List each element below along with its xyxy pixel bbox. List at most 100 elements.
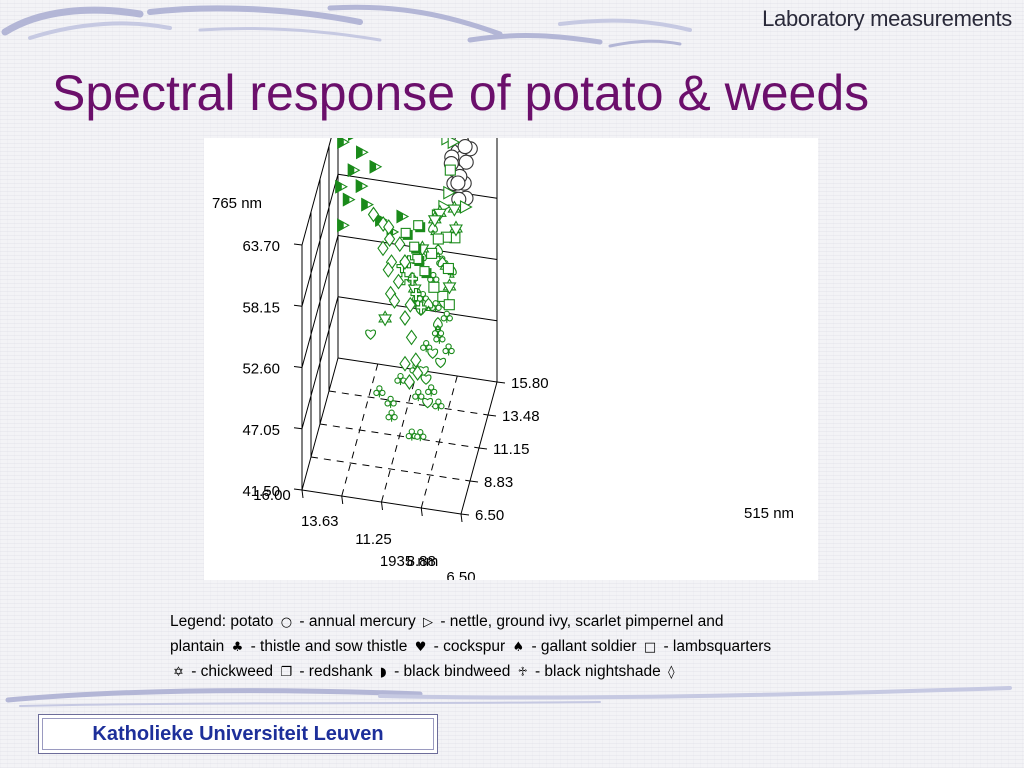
data-point-potato xyxy=(457,139,473,155)
y-tick-label: 13.48 xyxy=(502,408,540,425)
legend-text: - lambsquarters xyxy=(663,638,772,655)
legend-text: - cockspur xyxy=(433,638,506,655)
data-point-annual-mercury xyxy=(459,200,473,214)
y-axis-tick xyxy=(478,447,488,450)
data-point-black-nightshade xyxy=(399,355,411,372)
data-point-black-nightshade xyxy=(399,254,411,270)
legend-text: plantain xyxy=(170,638,225,655)
data-point-nettle-ground xyxy=(384,395,397,408)
y-tick-label: 6.50 xyxy=(475,507,504,524)
z-tick-label: 58.15 xyxy=(242,299,280,316)
cross-marker-icon: ♱ xyxy=(517,665,528,680)
footer-box: Katholieke Universiteit Leuven xyxy=(38,714,438,754)
data-point-redshank xyxy=(361,197,374,212)
data-point-nettle-ground xyxy=(425,384,438,397)
x-tick-label: 6.50 xyxy=(446,569,475,580)
x-axis-tick xyxy=(460,513,463,523)
data-point-annual-mercury xyxy=(447,138,461,150)
x-axis-label: 1935 nm xyxy=(380,553,438,570)
legend-text: - nettle, ground ivy, scarlet pimpernel … xyxy=(440,613,724,630)
data-point-black-bindweed xyxy=(410,288,422,302)
z-axis-tick xyxy=(293,304,303,307)
data-point-black-nightshade xyxy=(394,236,406,253)
data-point-gallant-soldier xyxy=(443,299,455,311)
club-marker-icon: ♣ xyxy=(231,640,244,655)
data-point-lambsquarters xyxy=(449,220,463,237)
data-point-lambsquarters xyxy=(378,310,393,327)
legend-line-3: ✡ - chickweed ❐ - redshank ◗ - black bin… xyxy=(170,660,930,685)
data-point-annual-mercury xyxy=(443,185,456,200)
data-point-redshank xyxy=(337,138,350,150)
data-point-black-nightshade xyxy=(411,365,424,381)
data-point-lambsquarters xyxy=(427,211,442,228)
data-point-nettle-ground xyxy=(385,409,398,422)
data-point-gallant-soldier xyxy=(432,233,444,245)
data-point-black-nightshade xyxy=(410,352,422,369)
z-axis-tick xyxy=(293,243,303,246)
floor-gridline xyxy=(420,375,458,509)
z-tick-label: 47.05 xyxy=(242,422,280,439)
data-point-gallant-soldier xyxy=(437,290,449,302)
data-point-redshank xyxy=(335,179,348,194)
star-marker-icon: ✡ xyxy=(173,665,184,680)
data-point-chickweed xyxy=(419,266,432,279)
data-point-potato xyxy=(450,175,466,191)
legend-text: - chickweed xyxy=(191,663,274,680)
x-tick-label: 11.25 xyxy=(355,531,391,548)
data-point-gallant-soldier xyxy=(426,247,438,259)
x-tick-label: 13.63 xyxy=(301,513,339,530)
chart-panel: 41.50 47.05 52.60 58.15 63.70 765 nm 16.00 13.6… xyxy=(204,138,818,580)
y-axis-tick xyxy=(496,381,506,384)
legend-text: - annual mercury xyxy=(299,613,416,630)
data-point-gallant-soldier xyxy=(428,281,440,293)
z-axis-tick xyxy=(293,427,303,430)
data-point-black-nightshade xyxy=(382,261,394,278)
shadowed-square-marker-icon: ❐ xyxy=(280,665,293,680)
heart-marker-icon: ♥ xyxy=(414,640,427,655)
z-tick-label: 52.60 xyxy=(242,361,280,378)
chart-markers xyxy=(335,138,478,442)
z-axis-tick xyxy=(293,488,303,491)
data-point-black-bindweed xyxy=(415,301,427,315)
y-tick-label: 8.83 xyxy=(484,474,513,491)
z-tick-label: 41.50 xyxy=(242,483,280,500)
header-swoosh-decoration xyxy=(1,4,692,48)
data-point-redshank xyxy=(396,209,410,224)
data-point-nettle-ground xyxy=(432,398,445,411)
half-filled-marker-icon: ◗ xyxy=(379,665,387,680)
data-point-black-nightshade xyxy=(377,240,389,257)
data-point-redshank xyxy=(342,192,356,207)
data-point-redshank xyxy=(347,163,361,178)
y-axis-tick xyxy=(460,513,470,516)
data-point-nettle-ground xyxy=(442,343,455,356)
data-point-thistle-and xyxy=(365,329,377,340)
y-tick-label: 15.80 xyxy=(511,375,549,392)
x-axis-tick xyxy=(301,489,304,499)
divider-swoosh-decoration xyxy=(5,686,1012,707)
data-point-black-nightshade xyxy=(383,219,395,236)
data-point-nettle-ground xyxy=(427,271,440,284)
data-point-lambsquarters xyxy=(447,200,462,217)
data-point-chickweed xyxy=(412,253,425,266)
floor-gridline xyxy=(381,369,418,503)
data-point-nettle-ground xyxy=(440,310,453,323)
z-axis-label: 765 nm xyxy=(212,195,262,212)
y-axis-tick xyxy=(487,414,497,417)
footer-university-name: Katholieke Universiteit Leuven xyxy=(42,718,434,750)
y-tick-label: 11.15 xyxy=(493,441,529,458)
y-axis-tick xyxy=(469,480,479,483)
data-point-black-nightshade xyxy=(383,231,396,247)
x-tick-label: 8.88 xyxy=(407,553,436,570)
data-point-nettle-ground xyxy=(414,429,427,442)
data-point-black-nightshade xyxy=(403,374,416,390)
diamond-marker-icon: ◊ xyxy=(668,665,675,680)
circle-marker-icon: ○ xyxy=(280,615,293,630)
spade-marker-icon: ♠ xyxy=(512,640,525,655)
data-point-nettle-ground xyxy=(420,340,433,353)
data-point-redshank xyxy=(348,138,354,142)
data-point-lambsquarters xyxy=(442,278,457,295)
data-point-thistle-and xyxy=(427,348,439,359)
data-point-redshank xyxy=(355,179,369,194)
scatter-3d-chart: 41.50 47.05 52.60 58.15 63.70 765 nm 16.00 13.6… xyxy=(212,138,794,580)
chart-legend: Legend: potato ○ - annual mercury ▷ - ne… xyxy=(170,610,930,685)
